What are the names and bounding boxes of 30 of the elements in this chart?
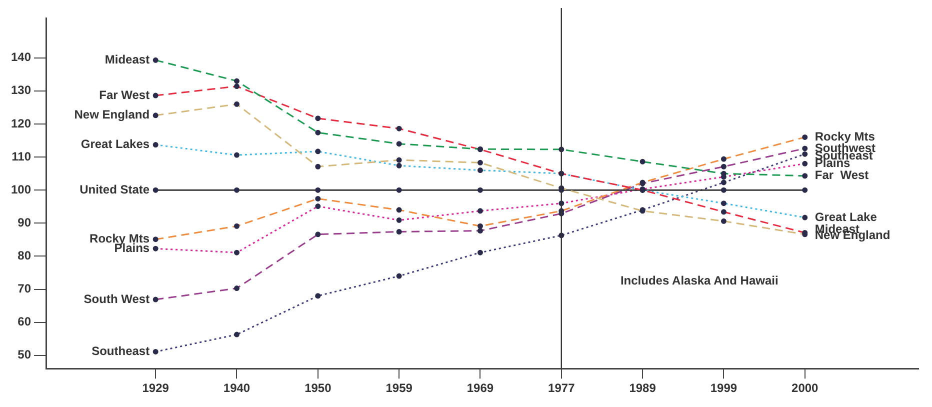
series-label: Mideast: [104, 52, 150, 66]
annotation: Rocky Mts: [814, 130, 876, 144]
y-tick-label: 120: [10, 116, 32, 130]
y-tick-label: 90: [18, 215, 32, 230]
annotation: Great Lake: [814, 210, 878, 224]
series-label: New England: [74, 108, 150, 122]
series-label: Great Lakes: [80, 137, 150, 152]
y-tick-label: 100: [10, 182, 32, 196]
x-tick-label: 1940: [223, 381, 250, 396]
annotation: Includes Alaska And Hawaii: [620, 273, 778, 288]
y-tick-label: 50: [18, 348, 32, 362]
x-tick-label: 1999: [710, 381, 738, 396]
x-tick-label: 2000: [792, 381, 819, 396]
x-tick-label: 1969: [466, 381, 494, 396]
x-tick-label: 1989: [629, 381, 656, 396]
annotation: Far West: [814, 168, 869, 182]
y-tick-label: 130: [10, 83, 32, 98]
series-label: Southeast: [92, 344, 150, 358]
series-label: South West: [84, 292, 150, 306]
series-label: United State: [80, 182, 150, 196]
x-tick-label: 1977: [548, 381, 576, 396]
y-tick-label: 80: [18, 248, 32, 263]
y-tick-label: 140: [10, 50, 32, 64]
x-tick-label: 1959: [386, 381, 413, 396]
y-tick-label: 60: [18, 314, 32, 329]
x-tick-label: 1950: [304, 381, 332, 396]
series-label: Far West: [99, 88, 150, 102]
y-tick-label: 70: [18, 282, 32, 296]
y-tick-label: 110: [12, 149, 32, 164]
x-tick-label: 1929: [142, 381, 170, 396]
